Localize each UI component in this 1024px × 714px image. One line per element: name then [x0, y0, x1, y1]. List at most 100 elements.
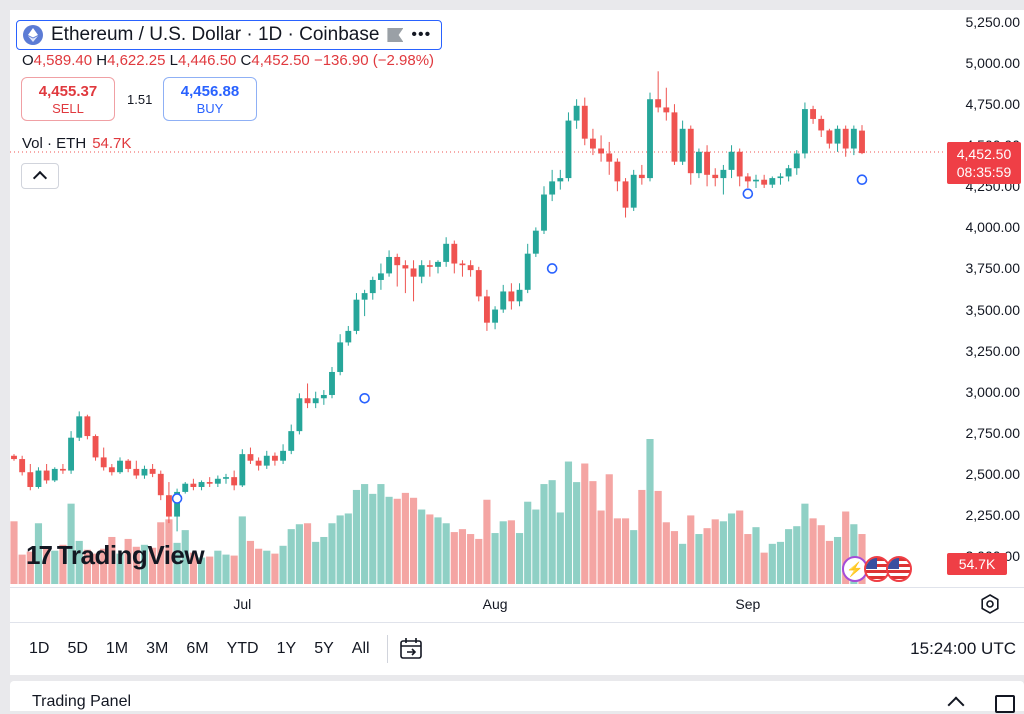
range-button-1m[interactable]: 1M	[105, 640, 129, 657]
candle[interactable]	[467, 260, 474, 277]
candle[interactable]	[108, 463, 115, 476]
candle[interactable]	[508, 283, 515, 310]
candle[interactable]	[549, 169, 556, 202]
candle[interactable]	[777, 173, 784, 185]
range-button-6m[interactable]: 6M	[186, 640, 209, 657]
candle[interactable]	[532, 227, 539, 257]
candle[interactable]	[377, 263, 384, 290]
candle[interactable]	[231, 470, 238, 491]
candle[interactable]	[614, 158, 621, 192]
candle[interactable]	[59, 463, 66, 474]
candle[interactable]	[190, 478, 197, 491]
candle[interactable]	[598, 135, 605, 162]
candle[interactable]	[157, 470, 164, 501]
candle[interactable]	[206, 477, 213, 487]
candle[interactable]	[704, 145, 711, 187]
candle[interactable]	[500, 284, 507, 313]
candle[interactable]	[720, 164, 727, 195]
candle[interactable]	[125, 459, 132, 473]
candle[interactable]	[11, 454, 17, 461]
collapse-legend-button[interactable]	[21, 163, 59, 189]
candle[interactable]	[149, 463, 156, 478]
candle[interactable]	[263, 450, 270, 469]
candle[interactable]	[92, 434, 99, 461]
us-flag-icon[interactable]	[886, 556, 912, 582]
candle[interactable]	[810, 105, 817, 124]
candle[interactable]	[663, 87, 670, 121]
range-button-1d[interactable]: 1D	[29, 640, 50, 657]
event-marker[interactable]	[856, 174, 868, 186]
candle[interactable]	[296, 393, 303, 435]
candle[interactable]	[100, 447, 107, 471]
candle[interactable]	[622, 178, 629, 218]
event-marker[interactable]	[546, 263, 558, 274]
volume-legend[interactable]: Vol · ETH 54.7K	[22, 135, 131, 152]
buy-button[interactable]: 4,456.88 BUY	[163, 77, 257, 121]
candle[interactable]	[744, 173, 751, 188]
candle[interactable]	[133, 460, 140, 479]
candle[interactable]	[826, 128, 833, 149]
candle[interactable]	[345, 325, 352, 346]
candle[interactable]	[329, 367, 335, 399]
candle[interactable]	[353, 293, 360, 335]
candle[interactable]	[736, 148, 743, 187]
candle[interactable]	[769, 176, 776, 188]
candle[interactable]	[27, 463, 34, 491]
candle[interactable]	[312, 391, 319, 409]
trading-panel[interactable]: Trading Panel	[10, 681, 1024, 714]
candle[interactable]	[165, 482, 172, 524]
maximize-icon[interactable]	[995, 695, 1015, 713]
chevron-up-icon[interactable]	[947, 696, 965, 714]
candle[interactable]	[459, 260, 466, 277]
candle[interactable]	[320, 390, 327, 405]
candle[interactable]	[426, 260, 433, 277]
tradingview-logo[interactable]: 17 TradingView	[26, 540, 205, 571]
range-button-ytd[interactable]: YTD	[226, 640, 259, 657]
candle[interactable]	[402, 260, 409, 294]
candle[interactable]	[671, 104, 678, 165]
candle[interactable]	[728, 145, 735, 179]
candle[interactable]	[271, 452, 278, 466]
candle[interactable]	[761, 174, 768, 188]
candle[interactable]	[492, 306, 499, 330]
candle[interactable]	[687, 125, 694, 185]
candle[interactable]	[801, 102, 808, 159]
symbol-legend[interactable]: Ethereum / U.S. Dollar · 1D · Coinbase •…	[16, 20, 443, 50]
candle[interactable]	[606, 141, 613, 175]
candle[interactable]	[451, 240, 458, 274]
candle[interactable]	[818, 115, 825, 138]
utc-clock[interactable]: 15:24:00 UTC	[910, 639, 1016, 658]
candle[interactable]	[712, 168, 719, 187]
candle[interactable]	[435, 260, 441, 274]
candle[interactable]	[410, 260, 417, 302]
candle[interactable]	[679, 120, 686, 165]
candle[interactable]	[43, 463, 50, 484]
candle[interactable]	[475, 266, 482, 302]
candle[interactable]	[753, 174, 759, 188]
candle[interactable]	[255, 457, 262, 471]
candle[interactable]	[581, 97, 588, 146]
candle[interactable]	[834, 125, 841, 152]
candle[interactable]	[76, 411, 83, 441]
candle[interactable]	[655, 71, 662, 113]
candle[interactable]	[859, 125, 865, 155]
candle[interactable]	[239, 449, 246, 487]
event-badges[interactable]: ⚡	[842, 556, 912, 582]
range-button-5d[interactable]: 5D	[67, 640, 88, 657]
event-marker[interactable]	[171, 493, 183, 504]
candle[interactable]	[524, 243, 531, 294]
candle[interactable]	[182, 482, 189, 494]
candle[interactable]	[516, 283, 523, 307]
candle[interactable]	[84, 414, 91, 440]
candle[interactable]	[198, 480, 205, 491]
candle[interactable]	[557, 169, 564, 190]
candle[interactable]	[35, 467, 42, 489]
candle[interactable]	[785, 164, 792, 182]
candle[interactable]	[589, 128, 596, 156]
range-button-1y[interactable]: 1Y	[276, 640, 297, 657]
candle[interactable]	[394, 253, 401, 287]
candle[interactable]	[361, 289, 368, 317]
candle[interactable]	[443, 237, 450, 267]
range-button-5y[interactable]: 5Y	[314, 640, 334, 657]
